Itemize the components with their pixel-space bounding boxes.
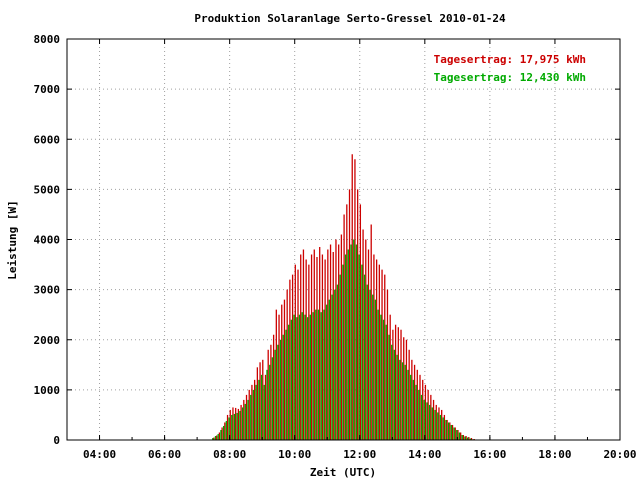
x-tick-label: 08:00 xyxy=(213,448,246,461)
y-tick-label: 4000 xyxy=(34,234,61,247)
legend-entry-red: Tagesertrag: 17,975 kWh xyxy=(434,53,586,66)
x-tick-label: 04:00 xyxy=(83,448,116,461)
y-tick-label: 0 xyxy=(53,434,60,447)
x-tick-label: 10:00 xyxy=(278,448,311,461)
y-axis-label: Leistung [W] xyxy=(6,200,19,279)
y-tick-label: 2000 xyxy=(34,334,61,347)
x-tick-label: 16:00 xyxy=(473,448,506,461)
x-tick-label: 12:00 xyxy=(343,448,376,461)
y-tick-label: 7000 xyxy=(34,83,61,96)
x-tick-label: 20:00 xyxy=(603,448,636,461)
x-axis-label: Zeit (UTC) xyxy=(310,466,376,479)
y-tick-label: 6000 xyxy=(34,133,61,146)
x-tick-label: 14:00 xyxy=(408,448,441,461)
x-tick-label: 18:00 xyxy=(538,448,571,461)
x-axis: 04:00 06:00 08:00 10:00 12:00 14:00 16:00 18:00… xyxy=(66,39,637,461)
y-tick-label: 8000 xyxy=(34,33,61,46)
chart-title: Produktion Solaranlage Serto-Gressel 201… xyxy=(194,12,506,25)
y-tick-label: 1000 xyxy=(34,384,61,397)
y-tick-label: 5000 xyxy=(34,183,61,196)
y-axis: 0 1000 2000 3000 4000 5000 6000 7000 8000 xyxy=(34,33,620,447)
y-tick-label: 3000 xyxy=(34,284,61,297)
x-tick-label: 06:00 xyxy=(148,448,181,461)
bars xyxy=(212,154,481,440)
legend-entry-green: Tagesertrag: 12,430 kWh xyxy=(434,71,586,84)
